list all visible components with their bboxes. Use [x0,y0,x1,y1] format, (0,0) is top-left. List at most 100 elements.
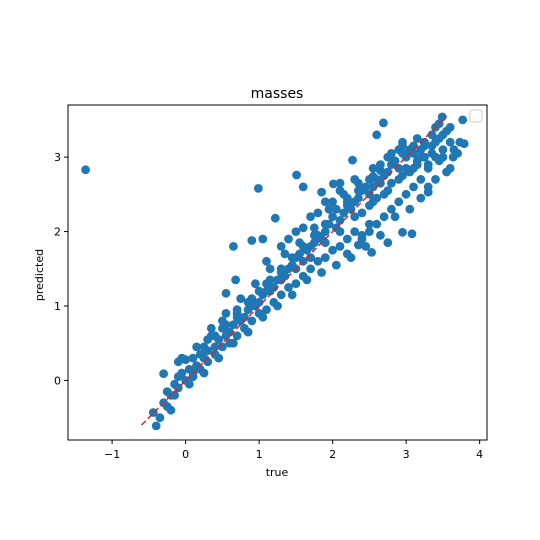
data-point-123 [372,219,382,229]
data-point-102 [354,193,363,203]
data-point-127 [342,234,352,244]
data-point-179 [346,253,356,262]
data-point-229 [320,238,330,248]
data-point-142 [232,331,242,341]
data-point-247 [276,264,286,274]
data-point-190 [184,379,194,389]
data-point-185 [258,312,268,322]
data-point-75 [438,145,448,155]
data-point-20 [258,234,268,244]
data-point-198 [262,256,271,266]
x-tick-label: 2 [329,448,336,461]
data-point-197 [276,242,286,251]
reference-line-layer [140,115,448,426]
data-point-194 [320,197,330,207]
data-point-238 [177,353,187,363]
data-point-14 [151,421,161,431]
data-point-121 [387,204,396,214]
data-point-221 [203,335,213,344]
data-point-3 [298,182,308,192]
data-point-59 [320,227,330,237]
x-ticks: −1 0 1 2 3 4 [104,440,483,461]
data-point-132 [306,264,315,274]
data-point-161 [324,204,334,214]
data-point-2 [292,170,301,180]
data-point-117 [416,175,426,184]
data-point-131 [313,256,323,266]
data-point-189 [199,368,209,378]
data-point-235 [409,163,418,173]
data-point-79 [173,372,183,382]
data-point-215 [357,208,367,218]
data-point-1 [254,184,263,193]
data-point-21 [231,275,241,285]
data-point-225 [262,286,271,296]
data-point-218 [401,163,411,173]
data-point-116 [423,182,433,192]
data-point-27 [407,229,417,239]
data-point-26 [398,227,407,237]
data-point-15 [159,369,169,379]
data-point-155 [236,294,246,303]
data-point-153 [206,323,216,333]
y-tick-label: 0 [54,374,61,387]
legend-box [469,109,483,123]
data-point-212 [313,208,323,218]
x-tick-label: 0 [182,448,189,461]
data-point-258 [398,137,407,147]
data-point-24 [367,248,376,257]
data-point-253 [342,197,352,207]
data-point-124 [365,227,374,237]
data-point-176 [390,212,400,222]
data-point-220 [431,152,440,162]
data-point-9 [437,112,447,122]
data-point-96 [309,238,319,248]
data-point-136 [276,290,286,300]
data-point-255 [365,175,374,184]
plot-frame [67,104,488,441]
data-point-186 [243,327,253,337]
data-point-199 [335,186,345,196]
data-point-237 [438,152,448,162]
data-point-242 [221,320,231,329]
data-point-200 [350,175,360,184]
data-point-254 [354,186,363,196]
x-tick-label: −1 [104,448,120,461]
data-point-209 [445,137,455,147]
data-point-164 [368,163,378,173]
data-point-134 [291,279,301,289]
data-point-135 [284,283,293,292]
data-point-19 [247,236,257,245]
y-ticks: 0 1 2 3 [54,151,68,387]
data-point-126 [350,227,360,237]
data-point-257 [387,149,396,158]
data-point-248 [287,253,297,262]
data-point-7 [372,130,382,140]
data-point-103 [361,182,371,192]
y-tick-label: 3 [54,151,61,164]
x-axis-label: true [266,466,289,479]
data-point-231 [350,212,360,222]
data-point-25 [383,238,393,248]
reference-line [140,115,448,426]
title-group: masses [251,86,304,102]
data-point-211 [298,223,308,233]
data-point-178 [361,242,371,251]
data-point-18 [229,242,238,251]
data-point-167 [412,134,422,143]
data-point-251 [320,219,330,229]
data-point-243 [232,309,242,318]
data-point-158 [280,249,290,259]
data-point-250 [309,230,319,240]
data-point-107 [390,156,400,166]
data-point-191 [170,390,180,400]
data-point-188 [214,353,224,363]
data-point-216 [372,193,382,203]
x-tick-label: 1 [256,448,263,461]
data-point-195 [306,212,315,222]
points-layer [81,112,469,431]
data-point-246 [265,275,275,285]
data-point-184 [273,301,282,311]
data-point-240 [199,342,209,352]
